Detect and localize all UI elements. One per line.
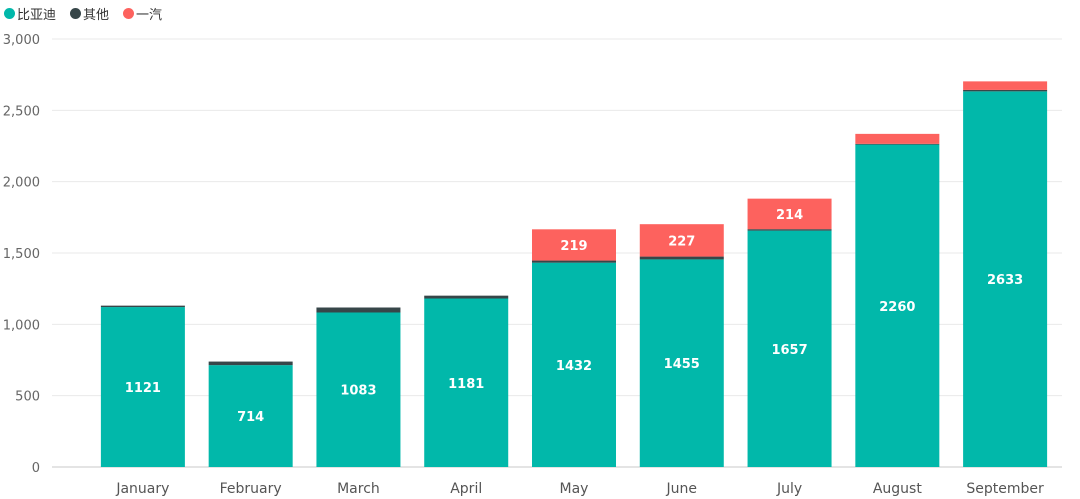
y-tick-label-1500: 1,500	[3, 247, 40, 262]
legend-swatch-other	[70, 8, 82, 19]
x-tick-label-january: January	[115, 481, 169, 497]
bar-april-series-0	[424, 298, 509, 467]
bar-march-series-1	[316, 307, 401, 313]
bar-june-series-1	[639, 256, 724, 260]
bar-june-series-2	[639, 224, 724, 257]
data-label-may-series-0: 1432	[556, 359, 592, 374]
x-tick-label-june: June	[666, 481, 698, 497]
bar-january-series-1	[100, 305, 185, 308]
data-label-june-series-2: 227	[668, 234, 695, 249]
bar-may-series-2	[532, 229, 616, 261]
y-tick-label-0: 0	[32, 461, 40, 476]
legend-label-faw: 一汽	[136, 8, 163, 23]
bar-august-series-1	[855, 143, 940, 145]
y-tick-label-2000: 2,000	[3, 176, 40, 191]
x-tick-label-april: April	[450, 481, 482, 497]
legend-item-faw[interactable]: 一汽	[123, 4, 162, 23]
data-label-june-series-0: 1455	[664, 357, 700, 372]
legend-item-byd[interactable]: 比亚迪	[4, 4, 56, 23]
chart-legend: 比亚迪 其他 一汽	[4, 4, 162, 23]
bar-september-series-1	[963, 89, 1048, 92]
legend-label-other: 其他	[83, 8, 110, 23]
data-label-august-series-0: 2260	[879, 300, 915, 315]
x-tick-label-september: September	[966, 481, 1044, 497]
bar-august-series-2	[855, 133, 940, 144]
x-tick-label-may: May	[560, 481, 589, 497]
data-label-january-series-0: 1121	[125, 381, 161, 396]
bar-july-series-2	[747, 198, 832, 230]
bar-may-series-0	[532, 262, 616, 467]
x-tick-label-august: August	[873, 481, 923, 497]
legend-swatch-byd	[4, 8, 15, 19]
legend-item-other[interactable]: 其他	[70, 4, 109, 23]
data-label-july-series-0: 1657	[771, 343, 807, 358]
bar-september-series-0	[963, 91, 1048, 467]
bar-august-series-0	[855, 144, 940, 467]
x-tick-label-february: February	[220, 481, 282, 497]
bar-march-series-0	[316, 312, 401, 467]
bar-april-series-1	[424, 295, 509, 299]
bar-september-series-2	[963, 81, 1048, 90]
bar-february-series-1	[208, 361, 293, 366]
y-tick-label-3000: 3,000	[3, 33, 40, 48]
legend-label-byd: 比亚迪	[17, 8, 57, 23]
x-tick-label-july: July	[776, 481, 802, 497]
bar-january-series-0	[100, 307, 185, 467]
y-tick-label-1000: 1,000	[3, 318, 40, 333]
legend-swatch-faw	[123, 8, 135, 19]
bar-july-series-0	[747, 230, 832, 467]
data-label-may-series-2: 219	[560, 239, 587, 254]
bar-june-series-0	[639, 259, 724, 467]
data-label-march-series-0: 1083	[340, 384, 376, 399]
data-label-september-series-0: 2633	[987, 273, 1023, 288]
x-tick-label-march: March	[337, 481, 380, 497]
data-label-february-series-0: 714	[237, 410, 264, 425]
bar-july-series-1	[747, 229, 832, 231]
data-label-april-series-0: 1181	[448, 377, 484, 392]
y-tick-label-2500: 2,500	[3, 104, 40, 119]
y-tick-label-500: 500	[15, 390, 40, 405]
data-label-july-series-2: 214	[776, 208, 803, 223]
bar-february-series-0	[208, 365, 293, 467]
bar-may-series-1	[532, 260, 616, 263]
